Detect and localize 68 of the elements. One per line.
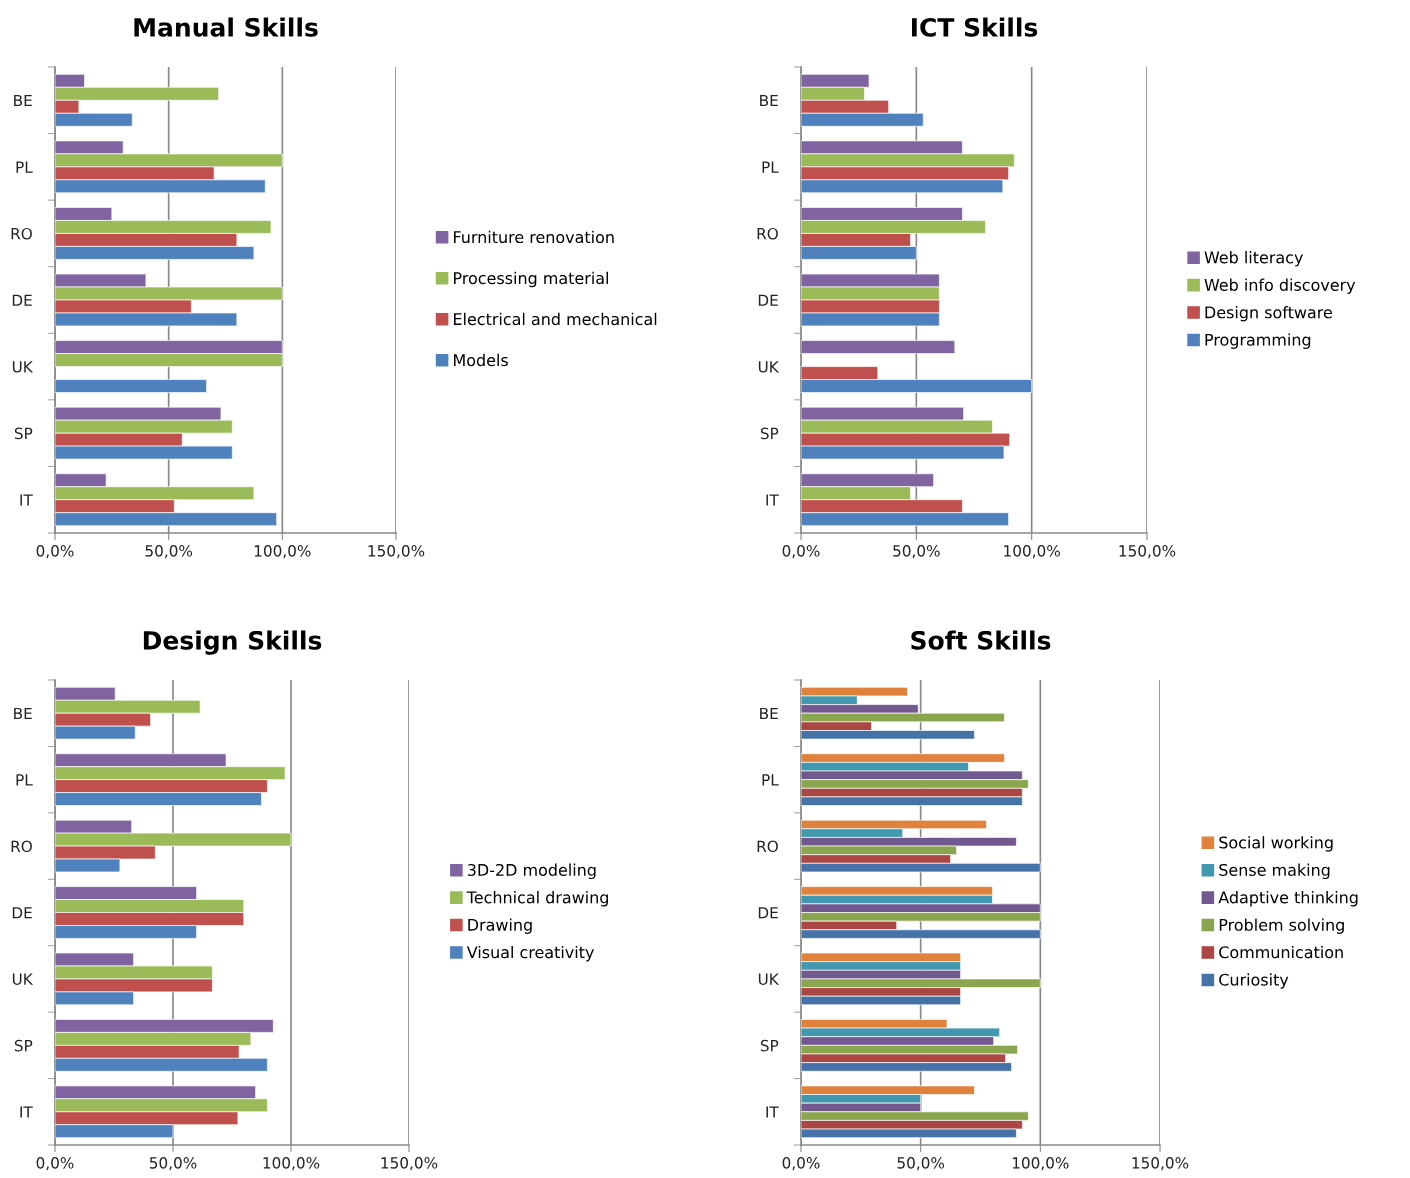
y-tick-label: RO bbox=[11, 840, 32, 853]
y-tick-label: RO bbox=[757, 227, 778, 240]
legend-label: Social working bbox=[1219, 836, 1333, 852]
chart-title: ICT Skills bbox=[911, 17, 1038, 37]
x-tick-label: 100,0% bbox=[1012, 1157, 1069, 1171]
y-tick-label: SP bbox=[760, 1039, 779, 1052]
legend-label: Sense making bbox=[1219, 863, 1330, 880]
y-tick-label: PL bbox=[762, 774, 779, 786]
chart-title: Manual Skills bbox=[134, 17, 318, 37]
legend-label: Electrical and mechanical bbox=[454, 312, 657, 326]
x-tick-label: 100,0% bbox=[1004, 545, 1060, 559]
x-tick-label: 50,0% bbox=[893, 545, 940, 559]
x-tick-label: 50,0% bbox=[149, 1157, 197, 1171]
y-tick-label: IT bbox=[20, 494, 33, 506]
y-tick-label: UK bbox=[758, 361, 780, 373]
chart-title: Design Skills bbox=[143, 630, 322, 655]
y-tick-label: RO bbox=[11, 227, 32, 240]
x-tick-label: 50,0% bbox=[145, 545, 193, 559]
x-tick-label: 50,0% bbox=[897, 1157, 945, 1171]
y-tick-label: PL bbox=[16, 774, 33, 786]
legend-label: Design software bbox=[1205, 305, 1332, 322]
legend-label: Processing material bbox=[454, 271, 608, 288]
y-tick-label: DE bbox=[758, 907, 778, 919]
y-tick-label: BE bbox=[760, 707, 778, 720]
legend-label: Curiosity bbox=[1219, 973, 1289, 989]
chart-title: Soft Skills bbox=[911, 630, 1051, 650]
legend-label: 3D-2D modeling bbox=[467, 863, 596, 880]
legend-label: Programming bbox=[1205, 333, 1311, 349]
legend-label: Furniture renovation bbox=[454, 230, 614, 244]
legend-label: Adaptive thinking bbox=[1218, 891, 1358, 907]
legend-label: Problem solving bbox=[1219, 918, 1344, 934]
y-tick-label: DE bbox=[12, 294, 32, 306]
y-tick-label: PL bbox=[16, 161, 33, 173]
legend-label: Technical drawing bbox=[466, 891, 608, 907]
y-tick-label: UK bbox=[12, 361, 34, 373]
y-tick-label: BE bbox=[760, 94, 778, 107]
y-tick-label: IT bbox=[766, 1106, 779, 1118]
x-tick-label: 0,0% bbox=[36, 1157, 74, 1171]
y-tick-label: UK bbox=[758, 973, 780, 985]
y-tick-label: PL bbox=[762, 161, 779, 173]
legend-label: Communication bbox=[1219, 945, 1343, 959]
legend-label: Models bbox=[454, 353, 508, 367]
x-tick-label: 150,0% bbox=[381, 1157, 438, 1171]
x-tick-label: 0,0% bbox=[782, 545, 820, 559]
bar bbox=[801, 340, 956, 354]
x-tick-label: 150,0% bbox=[1132, 1157, 1189, 1171]
x-tick-label: 150,0% bbox=[1119, 545, 1176, 559]
legend-label: Visual creativity bbox=[466, 945, 594, 962]
x-tick-label: 150,0% bbox=[368, 545, 425, 559]
x-tick-label: 100,0% bbox=[254, 545, 311, 559]
y-tick-label: UK bbox=[12, 973, 34, 985]
y-tick-label: DE bbox=[758, 294, 778, 306]
legend-label: Drawing bbox=[468, 918, 532, 934]
legend-label: Web literacy bbox=[1204, 251, 1303, 267]
legend-label: Web info discovery bbox=[1204, 278, 1356, 295]
x-tick-label: 0,0% bbox=[782, 1157, 820, 1171]
y-tick-label: SP bbox=[760, 427, 779, 440]
y-tick-label: SP bbox=[14, 427, 33, 440]
y-tick-label: DE bbox=[12, 907, 32, 919]
x-tick-label: 0,0% bbox=[36, 545, 74, 559]
y-tick-label: BE bbox=[14, 94, 32, 107]
y-tick-label: BE bbox=[14, 707, 32, 720]
y-tick-label: SP bbox=[14, 1039, 33, 1052]
x-tick-label: 100,0% bbox=[263, 1157, 320, 1171]
y-tick-label: IT bbox=[766, 494, 779, 506]
y-tick-label: IT bbox=[20, 1106, 33, 1118]
y-tick-label: RO bbox=[757, 840, 778, 853]
bar bbox=[55, 379, 207, 393]
